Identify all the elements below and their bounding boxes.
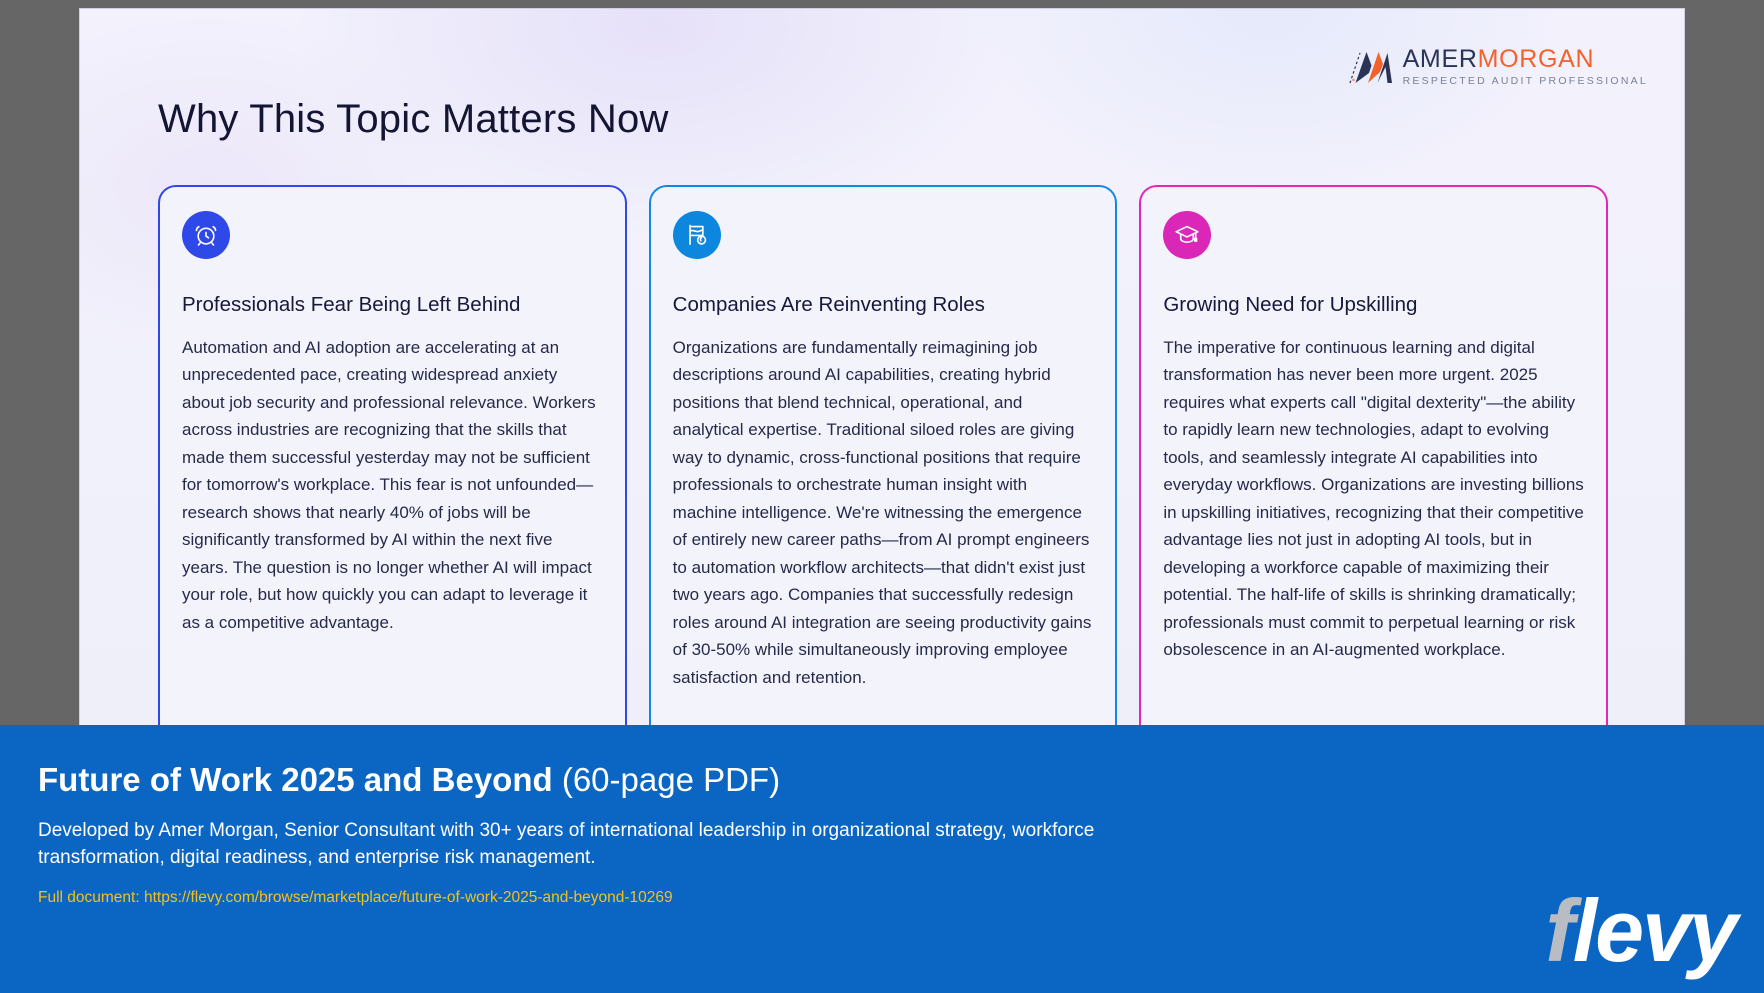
brand-name-second: MORGAN bbox=[1477, 45, 1595, 73]
card-companies-are-reinventing-roles: Companies Are Reinventing Roles Organiza… bbox=[648, 185, 1118, 759]
promo-title-pages: (60-page PDF) bbox=[561, 761, 781, 798]
brand-tagline: RESPECTED AUDIT PROFESSIONAL bbox=[1402, 75, 1648, 87]
promo-document-link[interactable]: Full document: https://flevy.com/browse/… bbox=[38, 888, 673, 906]
flevy-logo-f: f bbox=[1545, 881, 1574, 980]
brand-name: AMERMORGAN bbox=[1403, 47, 1648, 72]
card-icon-circle bbox=[672, 211, 721, 259]
flevy-logo-levy: levy bbox=[1572, 881, 1738, 980]
amer-morgan-m-mark-icon bbox=[1348, 51, 1392, 83]
brand-name-first: AMER bbox=[1402, 45, 1478, 73]
card-body: The imperative for continuous learning a… bbox=[1163, 337, 1584, 660]
promo-banner-text: Future of Work 2025 and Beyond (60-page … bbox=[38, 761, 1464, 907]
card-icon-circle bbox=[1163, 211, 1212, 259]
flevy-logo[interactable]: flevy bbox=[1545, 887, 1738, 975]
promo-description: Developed by Amer Morgan, Senior Consult… bbox=[38, 819, 1095, 868]
cards-row: Professionals Fear Being Left Behind Aut… bbox=[158, 185, 1609, 759]
card-growing-need-for-upskilling: Growing Need for Upskilling The imperati… bbox=[1139, 185, 1609, 759]
promo-title: Future of Work 2025 and Beyond (60-page … bbox=[38, 761, 1464, 800]
brand-logo: AMERMORGAN RESPECTED AUDIT PROFESSIONAL bbox=[1348, 47, 1648, 87]
promo-title-main: Future of Work 2025 and Beyond bbox=[38, 761, 553, 798]
alarm-clock-icon bbox=[195, 225, 217, 246]
graduation-cap-icon bbox=[1175, 225, 1199, 243]
card-body: Automation and AI adoption are accelerat… bbox=[182, 337, 596, 632]
slide-canvas: AMERMORGAN RESPECTED AUDIT PROFESSIONAL … bbox=[79, 8, 1685, 816]
card-body: Organizations are fundamentally reimagin… bbox=[672, 337, 1092, 687]
page-title: Why This Topic Matters Now bbox=[158, 97, 669, 141]
promo-banner: Future of Work 2025 and Beyond (60-page … bbox=[0, 725, 1764, 993]
card-icon-circle bbox=[182, 211, 230, 259]
flag-icon bbox=[688, 224, 706, 245]
card-title: Growing Need for Upskilling bbox=[1163, 293, 1418, 316]
card-title: Companies Are Reinventing Roles bbox=[672, 293, 985, 316]
card-professionals-fear-being-left-behind: Professionals Fear Being Left Behind Aut… bbox=[158, 185, 627, 759]
card-title: Professionals Fear Being Left Behind bbox=[182, 293, 521, 316]
brand-wordmark: AMERMORGAN RESPECTED AUDIT PROFESSIONAL bbox=[1403, 47, 1648, 87]
